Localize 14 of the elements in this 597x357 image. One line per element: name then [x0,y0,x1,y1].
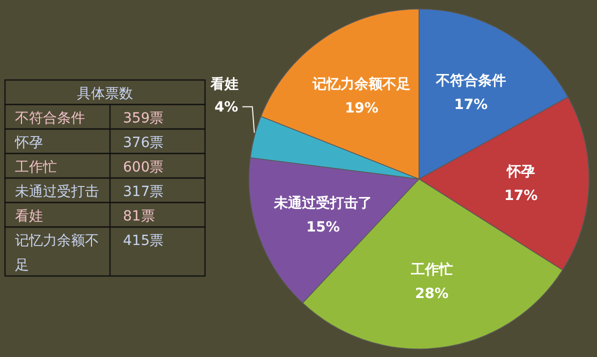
data-label: 15% [306,220,340,236]
data-label: 17% [454,97,488,114]
legend-title: 具体票数 [77,86,133,102]
table: 具体票数 不符合条件 359票 怀孕 376票 工作忙 600票 未通过受打击 317票 看娃 81票 记忆力余额不足 415票 [4,79,206,277]
slice-label: 看娃 [209,76,238,93]
slice-label: 不符合条件 [434,73,506,90]
data-label: 28% [415,286,449,302]
slice-label: 未通过受打击了 [273,194,372,212]
slice-label: 记忆力余额不足 [312,76,411,93]
slice-label: 怀孕 [506,164,535,180]
slice-label: 工作忙 [410,262,453,278]
data-label: 19% [344,100,378,117]
data-label: 17% [504,188,538,204]
data-label: 4% [214,100,238,116]
